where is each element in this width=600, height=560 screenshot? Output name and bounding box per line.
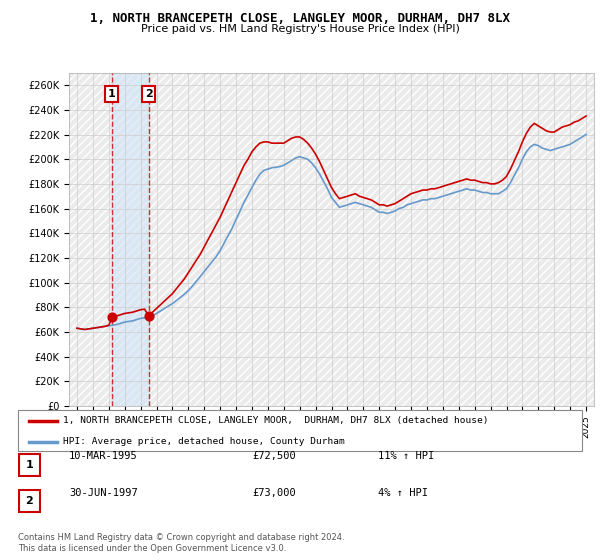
- Text: 2: 2: [26, 496, 33, 506]
- Point: [144, 311, 154, 320]
- Text: 1, NORTH BRANCEPETH CLOSE, LANGLEY MOOR,  DURHAM, DH7 8LX (detached house): 1, NORTH BRANCEPETH CLOSE, LANGLEY MOOR,…: [63, 416, 488, 425]
- Text: £73,000: £73,000: [252, 488, 296, 498]
- FancyBboxPatch shape: [18, 410, 582, 451]
- Text: 11% ↑ HPI: 11% ↑ HPI: [378, 451, 434, 461]
- Text: 2: 2: [145, 89, 152, 99]
- Point: [107, 312, 116, 321]
- Text: 1, NORTH BRANCEPETH CLOSE, LANGLEY MOOR, DURHAM, DH7 8LX: 1, NORTH BRANCEPETH CLOSE, LANGLEY MOOR,…: [90, 12, 510, 25]
- Bar: [112, 73, 149, 406]
- Text: HPI: Average price, detached house, County Durham: HPI: Average price, detached house, Coun…: [63, 437, 345, 446]
- Text: 30-JUN-1997: 30-JUN-1997: [69, 488, 138, 498]
- FancyBboxPatch shape: [19, 454, 40, 476]
- Text: £72,500: £72,500: [252, 451, 296, 461]
- Text: 4% ↑ HPI: 4% ↑ HPI: [378, 488, 428, 498]
- Text: Contains HM Land Registry data © Crown copyright and database right 2024.
This d: Contains HM Land Registry data © Crown c…: [18, 533, 344, 553]
- Text: 10-MAR-1995: 10-MAR-1995: [69, 451, 138, 461]
- FancyBboxPatch shape: [19, 490, 40, 512]
- Text: 1: 1: [26, 460, 33, 470]
- Text: Price paid vs. HM Land Registry's House Price Index (HPI): Price paid vs. HM Land Registry's House …: [140, 24, 460, 34]
- Text: 1: 1: [108, 89, 116, 99]
